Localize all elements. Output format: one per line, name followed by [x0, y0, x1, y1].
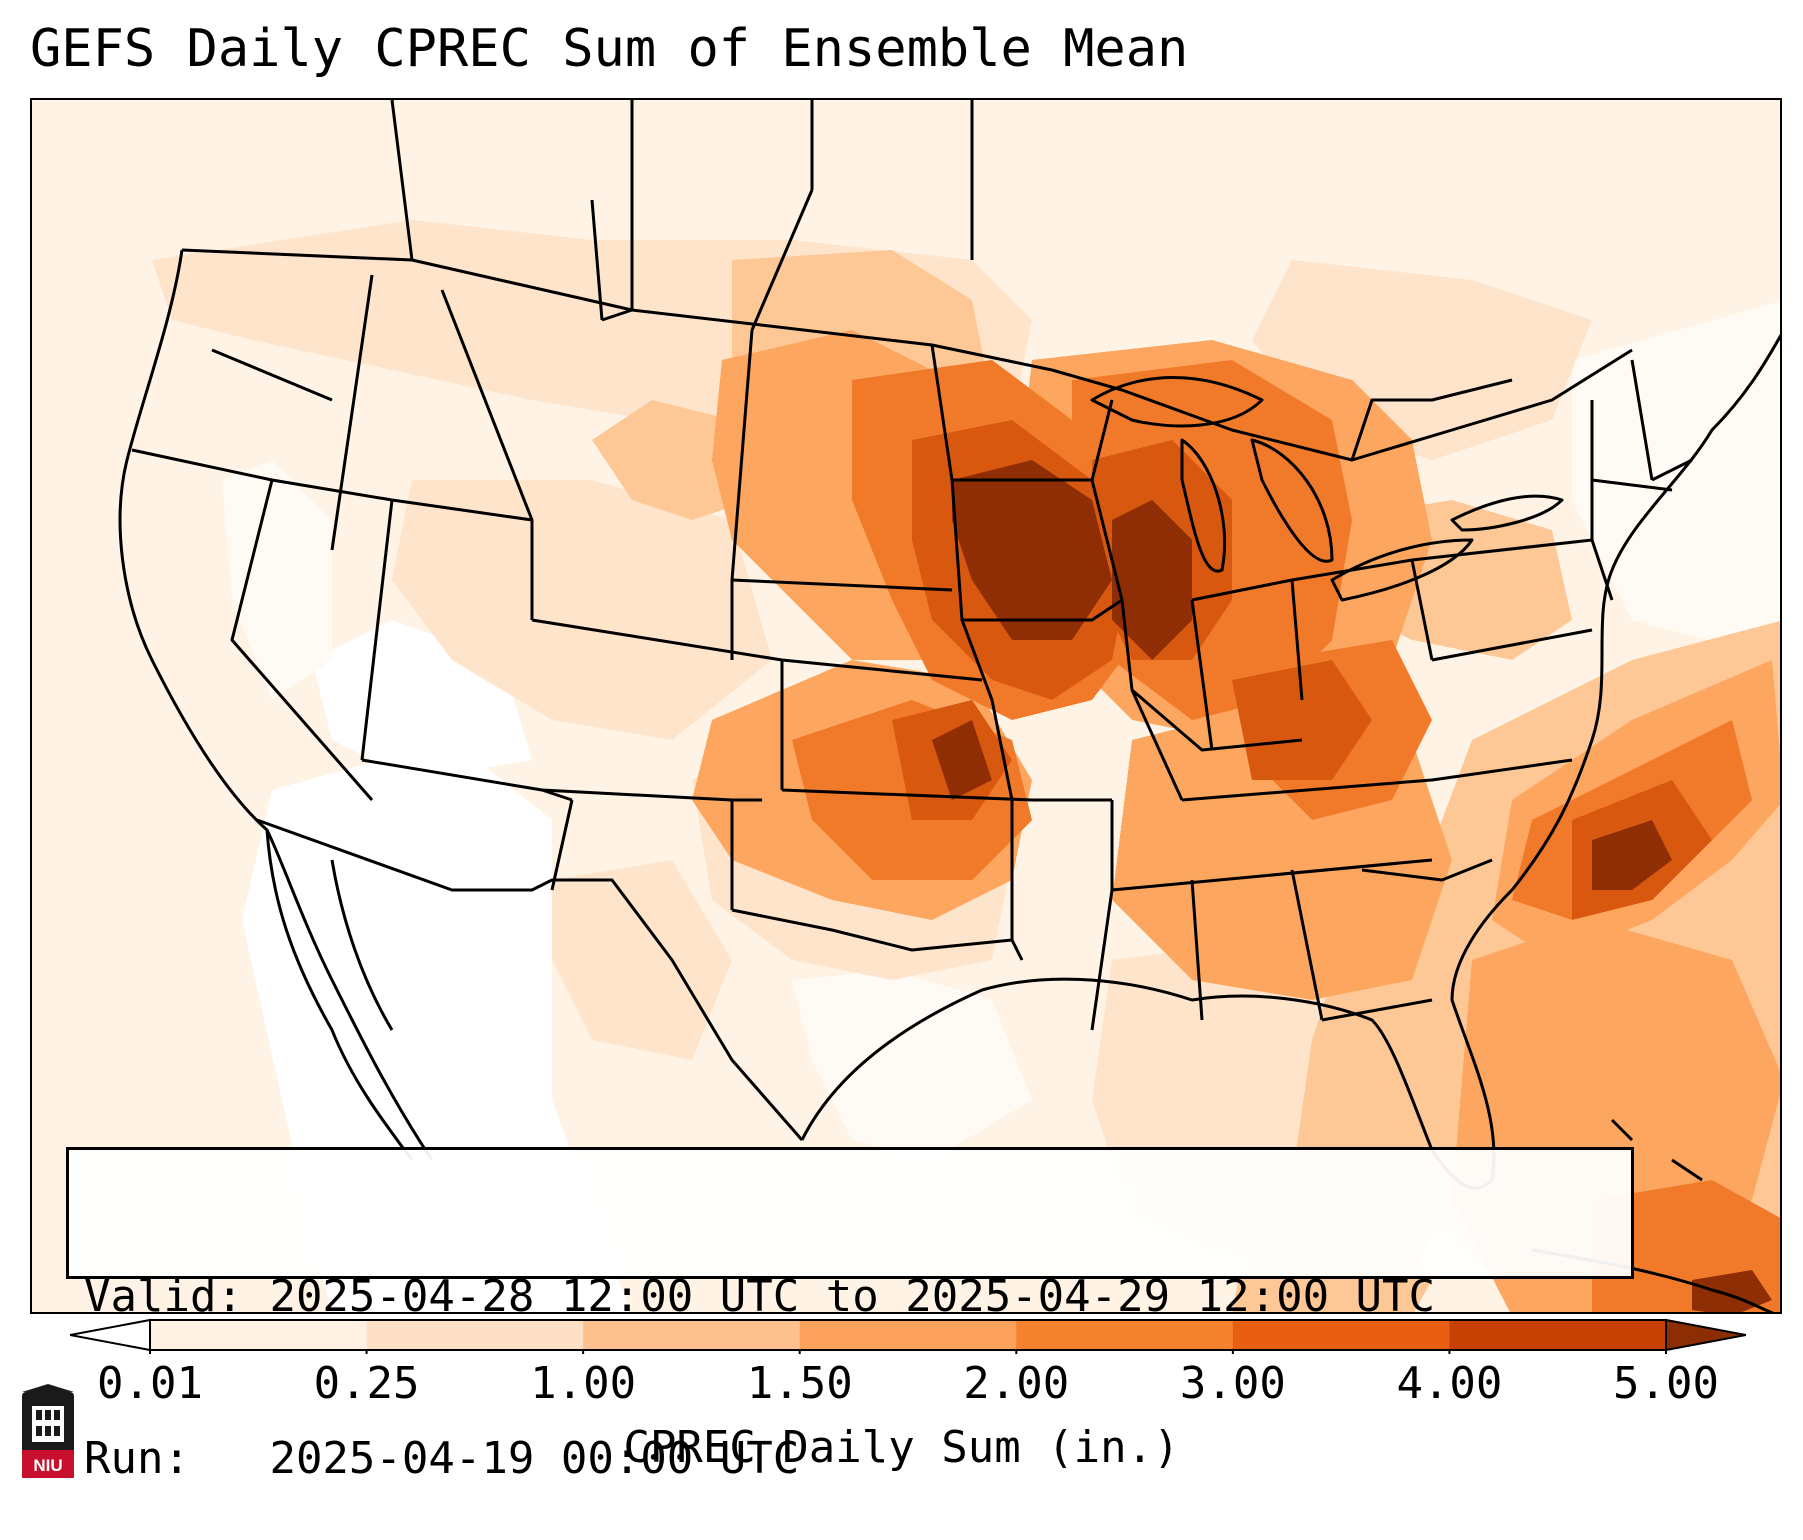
valid-value: 2025-04-28 12:00 UTC to 2025-04-29 12:00… — [269, 1271, 1436, 1322]
valid-row: Valid: 2025-04-28 12:00 UTC to 2025-04-2… — [84, 1270, 1631, 1324]
colorbar-extend-max — [1665, 1318, 1746, 1352]
run-value: 2025-04-19 00:00 UTC — [269, 1433, 800, 1484]
map-canvas — [32, 100, 1780, 1312]
colorbar-segment — [150, 1320, 368, 1350]
colorbar — [70, 1318, 1746, 1354]
precipitation-map — [30, 98, 1782, 1314]
colorbar-tick-label: 3.00 — [1179, 1358, 1286, 1409]
run-label: Run: — [84, 1433, 190, 1484]
boundary-lines — [118, 100, 1780, 1312]
colorbar-tick-label: 5.00 — [1613, 1358, 1719, 1409]
colorbar-tick-label: 1.00 — [530, 1358, 637, 1409]
colorbar-segment — [583, 1320, 801, 1350]
valid-run-info-box: Valid: 2025-04-28 12:00 UTC to 2025-04-2… — [66, 1147, 1634, 1484]
colorbar-extend-min — [70, 1318, 151, 1352]
colorbar-tick-label: 1.50 — [746, 1358, 853, 1409]
colorbar-tick-label: 2.00 — [963, 1358, 1070, 1409]
map-title: GEFS Daily CPREC Sum of Ensemble Mean — [30, 19, 1189, 79]
colorbar-segment — [1232, 1320, 1450, 1350]
colorbar-label: CPREC Daily Sum (in.) — [623, 1422, 1180, 1473]
colorbar-segment — [366, 1320, 584, 1350]
colorbar-segment — [1449, 1320, 1667, 1350]
valid-label: Valid: — [84, 1271, 243, 1322]
niu-logo: NIU — [22, 1384, 74, 1478]
colorbar-segment — [799, 1320, 1017, 1350]
colorbar-tick-label: 4.00 — [1396, 1358, 1503, 1409]
colorbar-segment — [1016, 1320, 1234, 1350]
colorbar-tick-label: 0.25 — [313, 1358, 420, 1409]
run-row: Run: 2025-04-19 00:00 UTC — [84, 1432, 1631, 1486]
colorbar-tick-label: 0.01 — [97, 1358, 203, 1409]
logo-text: NIU — [33, 1456, 62, 1475]
precip-shading — [152, 220, 1780, 1312]
